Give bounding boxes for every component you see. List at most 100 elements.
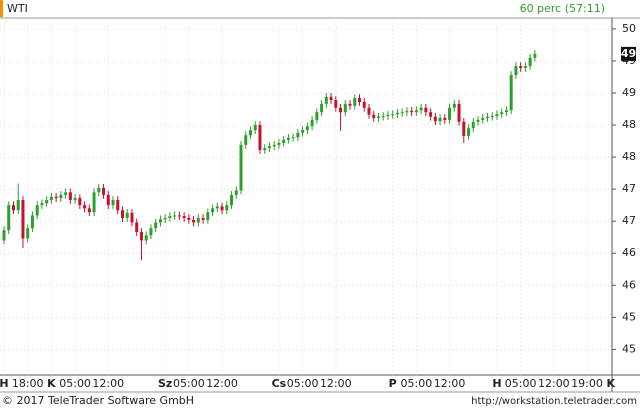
x-tick-label: H <box>492 377 501 390</box>
chart-subtitle: 60 perc (57:11) <box>520 2 605 15</box>
candle-body <box>376 116 380 118</box>
candle-body <box>21 200 25 239</box>
candle-body <box>177 215 181 217</box>
candle-body <box>495 114 499 117</box>
x-tick-label: 05:00 <box>173 377 205 390</box>
candle-body <box>267 146 271 149</box>
candle-body <box>476 119 480 122</box>
candle-body <box>2 230 6 241</box>
candle-body <box>301 130 305 133</box>
candle-body <box>225 205 229 211</box>
candle-body <box>220 206 224 211</box>
candle-body <box>168 216 172 218</box>
x-tick-label: Cs <box>272 377 287 390</box>
candle-body <box>139 232 143 241</box>
candle-body <box>187 217 191 220</box>
candle-body <box>211 208 215 213</box>
candle-body <box>509 75 513 111</box>
x-tick-label: 05:00 <box>287 377 319 390</box>
x-tick-label: 05:00 <box>505 377 537 390</box>
candle-body <box>272 144 276 147</box>
candle-body <box>467 128 471 136</box>
x-tick-label: H <box>0 377 9 390</box>
candle-body <box>73 198 77 201</box>
candle-body <box>471 121 475 129</box>
candle-body <box>158 219 162 223</box>
candle-body <box>523 66 527 68</box>
candle-body <box>196 217 200 223</box>
candle-body <box>263 148 267 151</box>
candle-body <box>163 217 167 220</box>
candle-body <box>87 208 91 213</box>
candle-body <box>358 98 361 102</box>
candle-body <box>329 96 333 101</box>
candle-body <box>490 116 494 118</box>
x-tick-label: Sz <box>158 377 172 390</box>
candle-body <box>111 200 115 206</box>
candle-body <box>244 135 248 145</box>
candle-body <box>97 187 101 193</box>
candle-body <box>277 142 281 145</box>
candle-body <box>45 200 49 204</box>
x-tick-label: 12:00 <box>320 377 352 390</box>
candle-body <box>339 107 343 113</box>
candle-body <box>30 215 34 229</box>
x-tick-label: K <box>47 377 56 390</box>
candle-body <box>429 112 433 117</box>
candle-body <box>286 137 290 140</box>
candle-body <box>334 100 338 108</box>
candle-body <box>106 194 110 206</box>
y-tick-label: 47 <box>622 214 636 227</box>
candle-body <box>424 107 428 113</box>
x-tick-label: 05:00 <box>401 377 433 390</box>
candle-body <box>514 66 518 76</box>
candle-body <box>372 114 376 118</box>
x-tick-label: 12:00 <box>434 377 466 390</box>
candle-body <box>92 192 96 213</box>
candle-body <box>121 210 124 218</box>
candle-body <box>391 114 395 116</box>
title-marker <box>0 0 3 17</box>
axis-labels: 5049494848474746464545H18:00K05:0012:00S… <box>0 22 636 390</box>
candle-body <box>305 126 309 131</box>
candle-body <box>149 228 153 236</box>
candle-body <box>405 110 409 113</box>
candle-body <box>438 117 442 122</box>
x-tick-label: P <box>389 377 397 390</box>
candle-body <box>239 144 243 191</box>
chart-title: WTI <box>7 2 28 15</box>
last-price-label: 49 <box>621 47 636 60</box>
candle-body <box>125 212 129 218</box>
candle-body <box>130 212 134 223</box>
candle-body <box>248 130 252 136</box>
x-tick-label: 12:00 <box>92 377 124 390</box>
candle-body <box>400 112 404 114</box>
x-tick-label: 12:00 <box>538 377 570 390</box>
candle-body <box>64 192 68 195</box>
candle-body <box>324 96 328 104</box>
candle-body <box>414 110 418 113</box>
candle-body <box>348 103 352 106</box>
candle-body <box>367 107 371 115</box>
candle-body <box>59 194 63 199</box>
candle-body <box>485 116 489 118</box>
candle-body <box>443 117 447 120</box>
candle-body <box>7 205 11 231</box>
candle-body <box>419 107 423 111</box>
footer-url: http://workstation.teletrader.com <box>471 396 637 407</box>
y-tick-label: 48 <box>622 150 636 163</box>
x-tick-label: 19:00 <box>571 377 603 390</box>
y-tick-label: 50 <box>622 22 636 35</box>
candle-body <box>49 196 53 201</box>
candle-body <box>182 216 186 218</box>
candle-body <box>381 116 385 118</box>
candle-body <box>296 132 300 138</box>
candle-body <box>282 139 286 143</box>
candle-body <box>343 103 347 113</box>
candle-body <box>362 101 366 108</box>
y-tick-label: 45 <box>622 342 636 355</box>
y-tick-label: 46 <box>622 278 636 291</box>
candle-body <box>504 110 508 113</box>
